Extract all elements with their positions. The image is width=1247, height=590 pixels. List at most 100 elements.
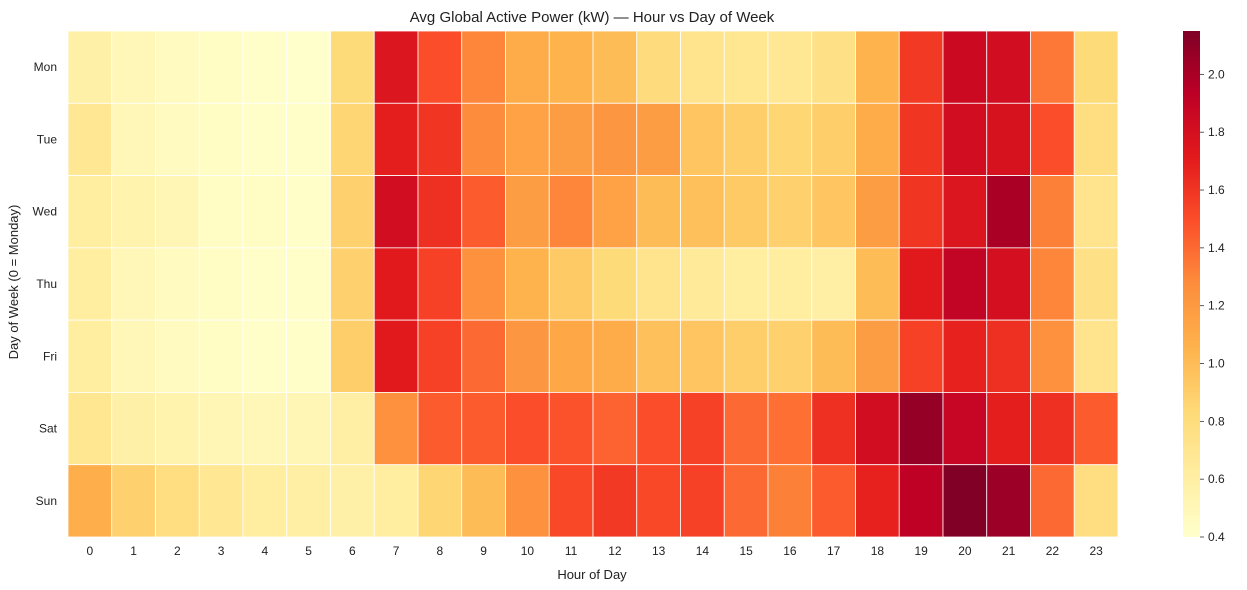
heatmap-cell xyxy=(461,30,506,104)
heatmap-cell xyxy=(986,175,1031,249)
heatmap-cell xyxy=(198,392,244,466)
x-tick-label: 8 xyxy=(437,544,444,558)
heatmap-cell xyxy=(242,30,288,104)
heatmap-cell xyxy=(373,464,419,538)
heatmap-cell xyxy=(548,392,594,466)
heatmap-cell xyxy=(461,102,506,176)
colorbar-tick-labels: 0.4 0.6 0.8 1.0 1.2 1.4 1.6 1.8 2.0 xyxy=(1200,67,1225,544)
heatmap-cell xyxy=(636,102,681,176)
colorbar-tick-label: 0.6 xyxy=(1208,472,1225,486)
x-tick-label: 11 xyxy=(565,544,578,558)
heatmap-cell xyxy=(548,319,594,393)
heatmap-cell xyxy=(1073,247,1119,321)
heatmap-cell xyxy=(505,464,550,538)
heatmap-cell xyxy=(898,175,944,249)
heatmap-cell xyxy=(286,247,331,321)
heatmap-cell xyxy=(242,464,288,538)
heatmap-cell xyxy=(942,319,988,393)
heatmap-cell xyxy=(505,175,550,249)
heatmap-cell xyxy=(592,247,638,321)
heatmap-cell xyxy=(1073,175,1119,249)
heatmap-cell xyxy=(1030,30,1075,104)
heatmap-cell xyxy=(1030,102,1075,176)
heatmap-cell xyxy=(811,175,856,249)
heatmap-cell xyxy=(680,175,725,249)
x-axis-label: Hour of Day xyxy=(557,567,627,582)
heatmap-cell xyxy=(1030,464,1075,538)
heatmap-cell xyxy=(111,102,156,176)
heatmap-cell xyxy=(461,464,506,538)
heatmap-cell xyxy=(855,247,900,321)
heatmap-cell xyxy=(67,464,113,538)
heatmap-cell xyxy=(286,392,331,466)
colorbar-tick-label: 1.0 xyxy=(1208,357,1225,371)
heatmap-cell xyxy=(461,392,506,466)
heatmap-cell xyxy=(942,464,988,538)
colorbar xyxy=(1183,31,1200,537)
x-tick-labels: 0 1 2 3 4 5 6 7 8 9 10 11 12 13 14 15 16 17 18 19 20 21 22 23 xyxy=(87,544,1104,558)
heatmap-cell xyxy=(1073,319,1119,393)
heatmap-cell xyxy=(461,319,506,393)
heatmap-cell xyxy=(1073,392,1119,466)
heatmap-cell xyxy=(242,102,288,176)
heatmap-cell xyxy=(723,175,769,249)
x-tick-label: 16 xyxy=(783,544,797,558)
heatmap-cell xyxy=(373,175,419,249)
heatmap-cell xyxy=(286,175,331,249)
x-tick-label: 4 xyxy=(262,544,269,558)
x-tick-label: 12 xyxy=(608,544,622,558)
heatmap-cell xyxy=(330,175,375,249)
heatmap-cell xyxy=(855,319,900,393)
heatmap-cell xyxy=(986,319,1031,393)
heatmap-cell xyxy=(1073,30,1119,104)
heatmap-cell xyxy=(636,464,681,538)
heatmap-cell xyxy=(111,464,156,538)
heatmap-cell xyxy=(1073,102,1119,176)
heatmap-cell xyxy=(548,247,594,321)
heatmap-cell xyxy=(548,102,594,176)
y-axis-label: Day of Week (0 = Monday) xyxy=(6,205,21,360)
heatmap-cell xyxy=(242,319,288,393)
heatmap-cell xyxy=(417,102,463,176)
x-tick-label: 19 xyxy=(914,544,928,558)
heatmap-cell xyxy=(811,30,856,104)
heatmap-cell xyxy=(942,392,988,466)
heatmap-cell xyxy=(417,319,463,393)
heatmap-cell xyxy=(330,30,375,104)
heatmap-cell xyxy=(505,247,550,321)
heatmap-cell xyxy=(286,464,331,538)
x-tick-label: 14 xyxy=(696,544,710,558)
heatmap-cell xyxy=(373,30,419,104)
x-tick-label: 3 xyxy=(218,544,225,558)
x-tick-label: 23 xyxy=(1089,544,1103,558)
heatmap-cell xyxy=(942,175,988,249)
heatmap-cell xyxy=(767,247,813,321)
x-tick-label: 5 xyxy=(305,544,312,558)
heatmap-cell xyxy=(373,247,419,321)
heatmap-cell xyxy=(811,102,856,176)
x-tick-label: 17 xyxy=(827,544,841,558)
heatmap-cell xyxy=(898,392,944,466)
heatmap-cell xyxy=(286,30,331,104)
heatmap-cell xyxy=(461,175,506,249)
heatmap-cell xyxy=(67,247,113,321)
heatmap-cell xyxy=(67,102,113,176)
heatmap-cell xyxy=(155,247,200,321)
heatmap-cell xyxy=(592,102,638,176)
heatmap-cell xyxy=(592,30,638,104)
heatmap-cell xyxy=(417,175,463,249)
x-tick-label: 22 xyxy=(1046,544,1060,558)
heatmap-cell xyxy=(198,175,244,249)
x-tick-label: 7 xyxy=(393,544,400,558)
heatmap-cell xyxy=(767,464,813,538)
heatmap-cell xyxy=(1030,319,1075,393)
heatmap-cell xyxy=(811,392,856,466)
y-tick-label: Thu xyxy=(36,277,57,291)
heatmap-cell xyxy=(592,392,638,466)
heatmap-cell xyxy=(811,247,856,321)
heatmap-cell xyxy=(767,102,813,176)
y-tick-label: Fri xyxy=(43,349,57,363)
heatmap-cell xyxy=(767,30,813,104)
heatmap-cell xyxy=(855,30,900,104)
